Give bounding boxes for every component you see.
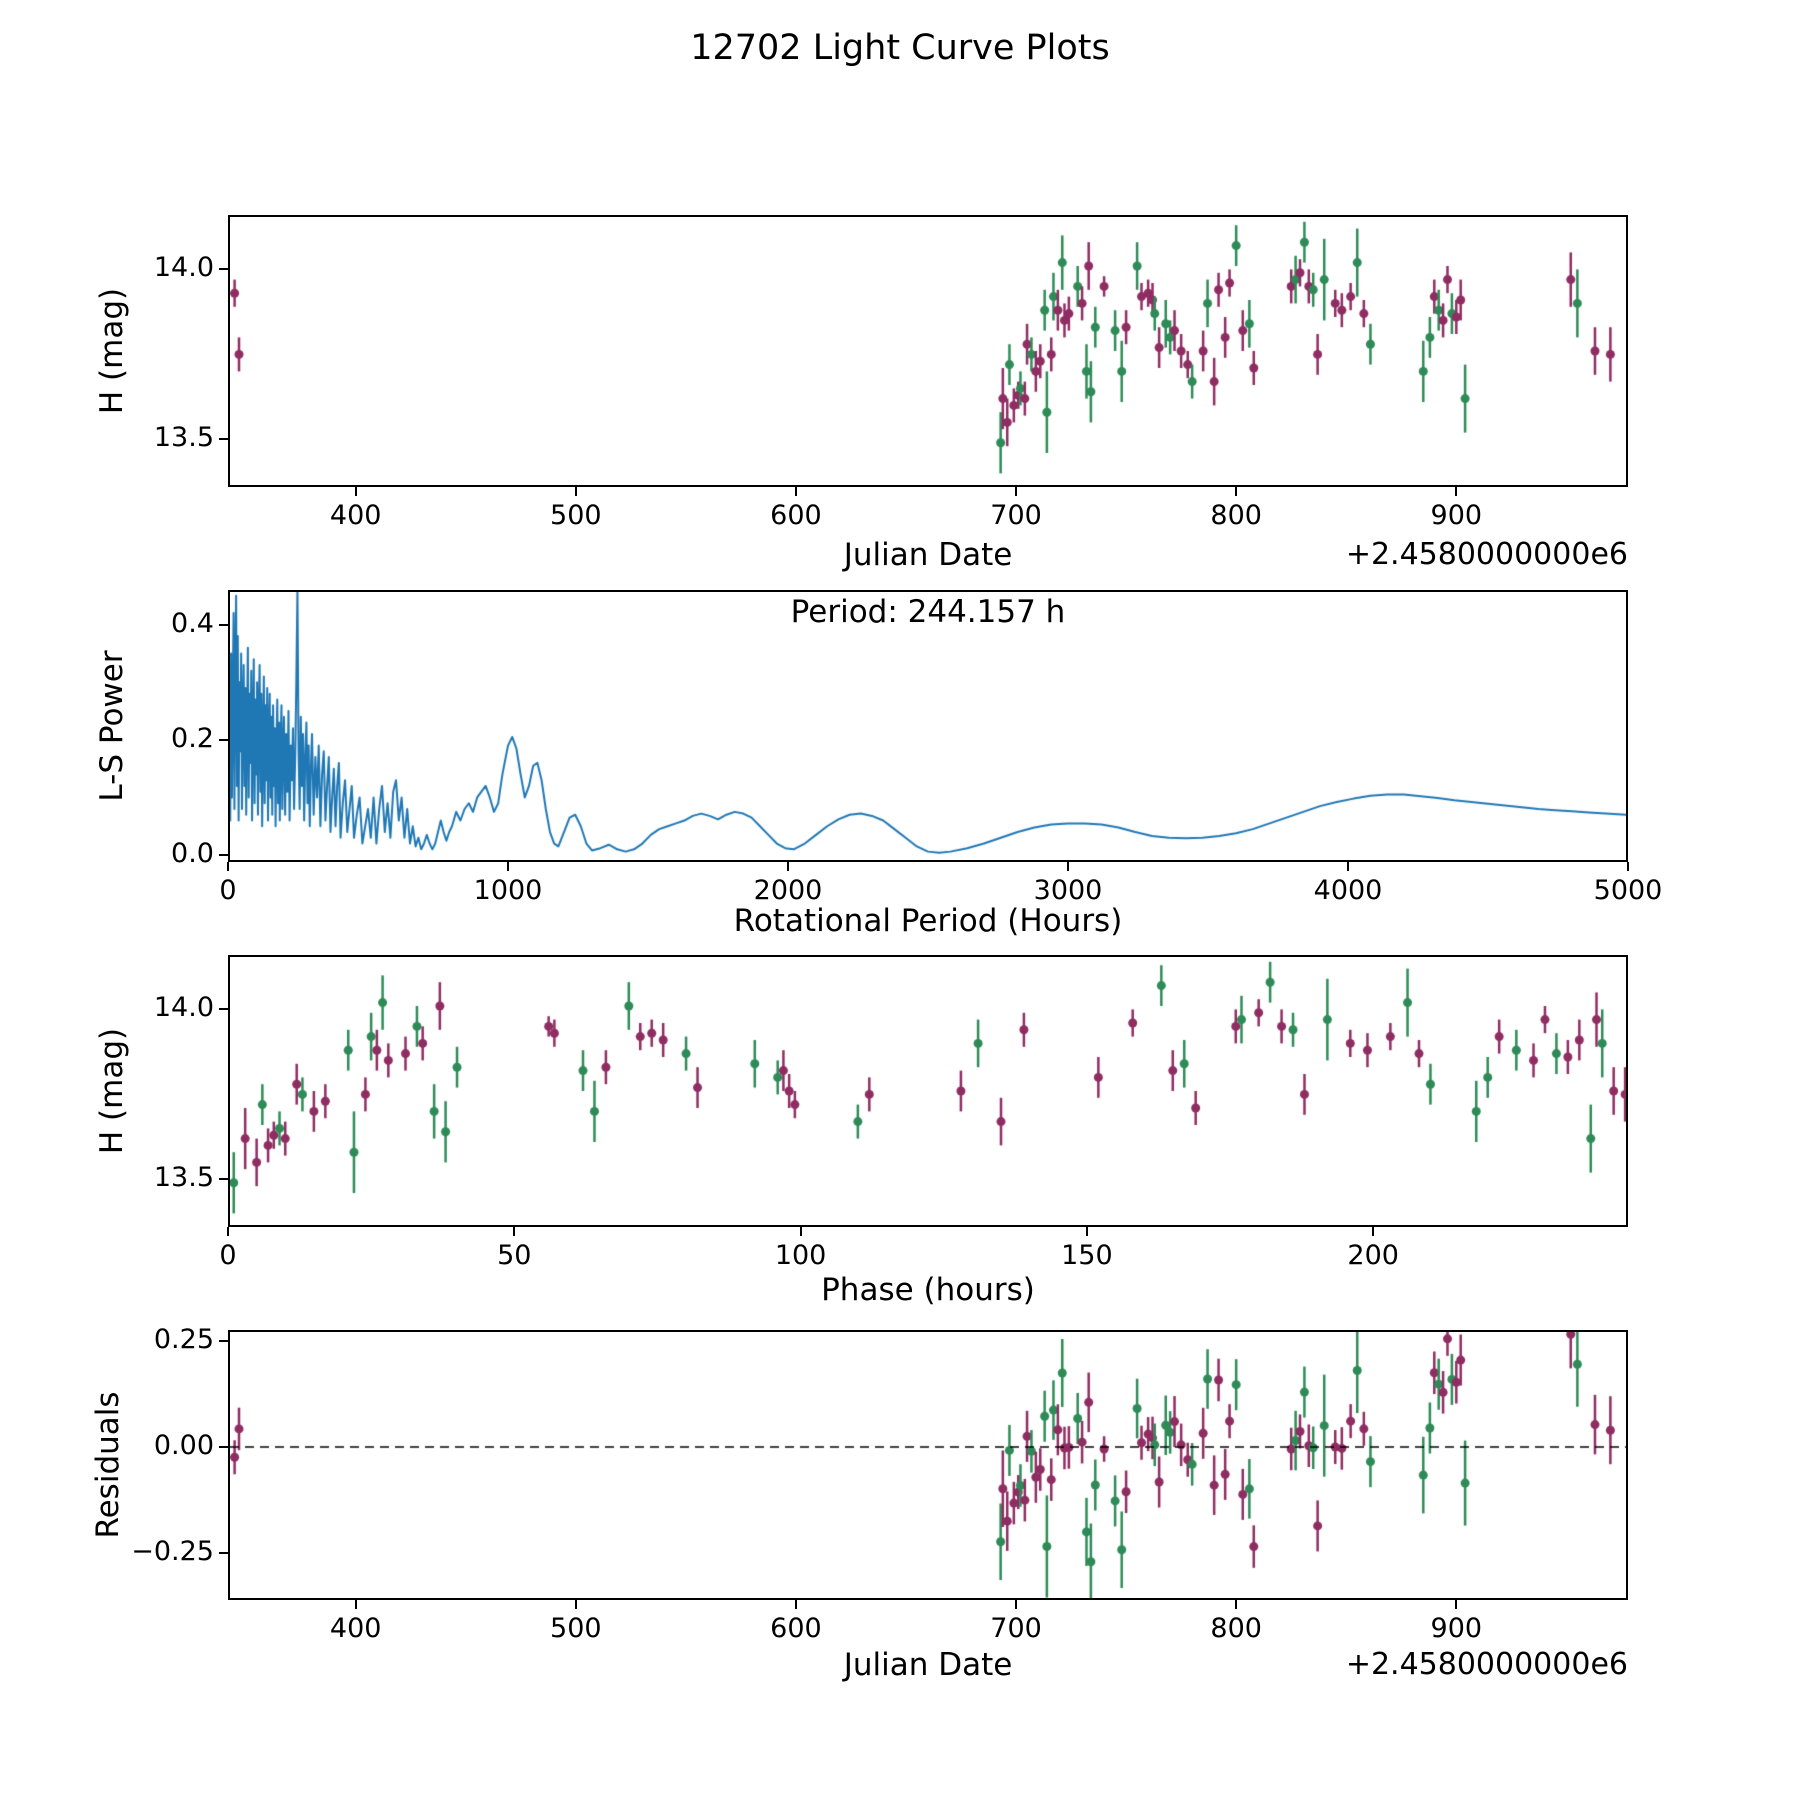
y-tick-label: 0.25: [153, 1323, 214, 1355]
x-tick: [574, 487, 577, 496]
x-tick: [1015, 1600, 1018, 1609]
x-tick-label: 600: [770, 500, 822, 531]
periodogram-canvas: [230, 592, 1626, 860]
x-tick: [1347, 862, 1349, 871]
residuals-ylabel: Residuals: [90, 1391, 126, 1539]
x-tick: [1455, 1600, 1458, 1609]
y-tick-label: −0.25: [131, 1536, 214, 1568]
x-tick-label: 2000: [753, 875, 823, 906]
y-tick-label: 0.0: [171, 838, 214, 870]
lightcurve-ylabel: H (mag): [94, 287, 130, 415]
x-tick-label: 0: [219, 875, 237, 906]
x-tick-label: 200: [1347, 1240, 1399, 1271]
x-tick-label: 800: [1210, 1613, 1262, 1644]
y-tick-label: 0.00: [153, 1429, 214, 1461]
x-tick: [1235, 1600, 1238, 1609]
y-tick: [219, 1445, 228, 1448]
x-tick-label: 100: [774, 1240, 827, 1271]
y-tick: [219, 854, 228, 857]
x-tick: [794, 487, 797, 496]
lightcurve-plot-area: [228, 215, 1628, 487]
x-tick-label: 400: [329, 500, 382, 531]
y-tick-label: 14.0: [153, 992, 214, 1024]
x-tick-label: 1000: [473, 875, 543, 906]
x-tick: [1627, 862, 1629, 871]
y-tick: [219, 1339, 228, 1342]
residuals-axis-offset-text: +2.4580000000e6: [1345, 1647, 1628, 1682]
x-tick-label: 5000: [1593, 875, 1663, 906]
y-tick-label: 14.0: [153, 252, 214, 284]
x-tick: [507, 862, 509, 871]
x-tick: [799, 1227, 802, 1236]
periodogram-xlabel: Rotational Period (Hours): [733, 903, 1123, 939]
x-tick-label: 4000: [1313, 875, 1383, 906]
lightcurve-canvas: [230, 217, 1626, 485]
x-tick-label: 900: [1430, 1613, 1483, 1644]
x-tick: [794, 1600, 797, 1609]
x-tick-label: 500: [550, 500, 602, 531]
lightcurve-axis-offset-text: +2.4580000000e6: [1345, 537, 1628, 572]
residuals-xlabel: Julian Date: [843, 1647, 1013, 1683]
y-tick: [219, 1552, 228, 1555]
x-tick: [574, 1600, 577, 1609]
y-tick: [219, 738, 228, 741]
x-tick-label: 600: [770, 1613, 822, 1644]
y-tick-label: 0.2: [171, 722, 214, 754]
x-tick: [227, 1227, 229, 1236]
y-tick: [219, 268, 228, 271]
x-tick: [1067, 862, 1069, 871]
x-tick-label: 3000: [1033, 875, 1103, 906]
residuals-canvas: [230, 1332, 1626, 1598]
x-tick: [1372, 1227, 1375, 1236]
y-tick: [219, 1178, 228, 1181]
x-tick: [513, 1227, 516, 1236]
x-tick: [1085, 1227, 1088, 1236]
y-tick-label: 0.4: [171, 607, 214, 639]
residuals-plot-area: [228, 1330, 1628, 1600]
periodogram-plot-area: [228, 590, 1628, 862]
x-tick: [227, 862, 229, 871]
phased-canvas: [230, 957, 1626, 1225]
x-tick-label: 700: [990, 1613, 1042, 1644]
phased-ylabel: H (mag): [94, 1027, 130, 1155]
x-tick-label: 800: [1210, 500, 1262, 531]
x-tick: [1235, 487, 1238, 496]
y-tick: [219, 1008, 228, 1011]
x-tick-label: 400: [329, 1613, 382, 1644]
lightcurve-xlabel: Julian Date: [843, 537, 1013, 573]
x-tick: [787, 862, 789, 871]
x-tick-label: 500: [550, 1613, 602, 1644]
figure-title: 12702 Light Curve Plots: [690, 28, 1110, 68]
x-tick: [1015, 487, 1018, 496]
period-annotation: Period: 244.157 h: [790, 594, 1066, 630]
x-tick-label: 700: [990, 500, 1042, 531]
y-tick: [219, 623, 228, 626]
y-tick-label: 13.5: [153, 422, 214, 454]
x-tick: [1455, 487, 1458, 496]
y-tick: [219, 438, 228, 441]
x-tick-label: 900: [1430, 500, 1483, 531]
y-tick-label: 13.5: [153, 1162, 214, 1194]
phased-xlabel: Phase (hours): [821, 1272, 1035, 1308]
x-tick-label: 150: [1061, 1240, 1113, 1271]
x-tick-label: 0: [219, 1240, 237, 1271]
phased-plot-area: [228, 955, 1628, 1227]
x-tick: [354, 487, 357, 496]
x-tick-label: 50: [497, 1240, 532, 1271]
x-tick: [354, 1600, 357, 1609]
